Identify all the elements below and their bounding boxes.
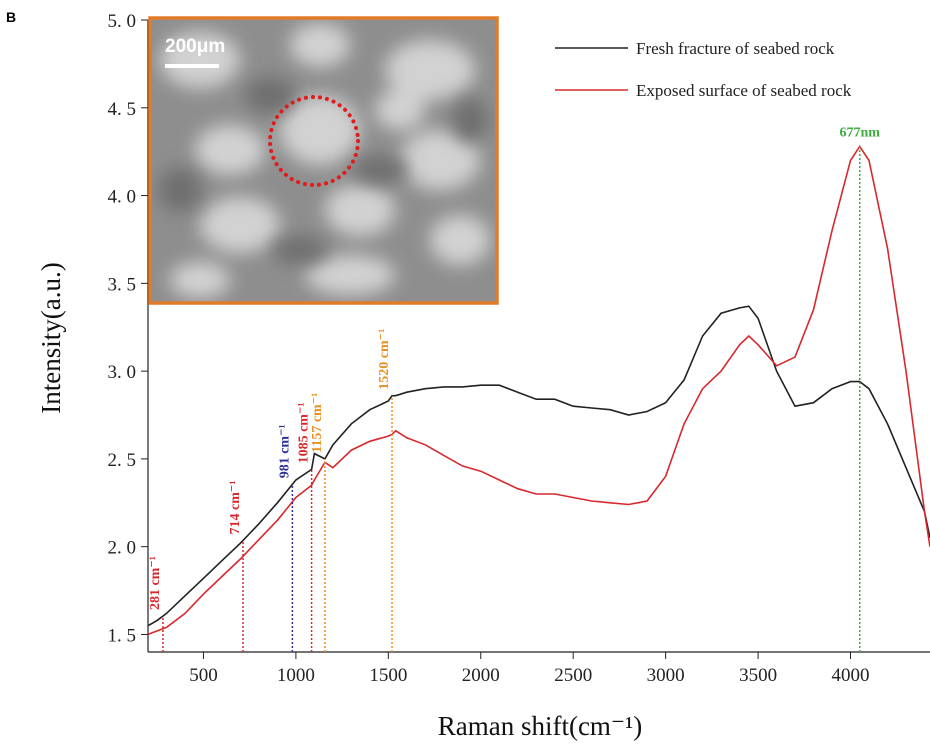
plot-area: 1. 5 2. 0 2. 5 3. 0 3. 5 4. 0 4. 5 5. 0 500 1000 1…: [108, 11, 930, 686]
annotation-label: 1085 cm⁻¹: [297, 402, 312, 463]
annotation-label: 1157 cm⁻¹: [310, 393, 325, 453]
annotation-label: 981 cm⁻¹: [277, 424, 292, 478]
x-tick-label: 1000: [277, 665, 315, 686]
y-tick-label: 2. 5: [108, 450, 137, 471]
annotation-label: 677nm: [840, 125, 881, 140]
scale-bar-label: 200μm: [165, 36, 225, 57]
y-axis-title: Intensity(a.u.): [36, 262, 66, 413]
x-tick-label: 3000: [647, 665, 685, 686]
inset-image: 200μm: [148, 16, 499, 305]
y-tick-label: 4. 5: [108, 99, 137, 120]
y-tick-label: 3. 0: [108, 362, 137, 383]
y-tick-label: 3. 5: [108, 274, 137, 295]
x-tick-label: 2500: [554, 665, 592, 686]
y-tick-label: 2. 0: [108, 538, 137, 559]
y-tick-label: 4. 0: [108, 187, 137, 208]
y-tick-label: 1. 5: [108, 625, 137, 646]
x-tick-label: 2000: [462, 665, 500, 686]
annotation-label: 281 cm⁻¹: [148, 556, 163, 610]
x-tick-label: 500: [189, 665, 218, 686]
annotation-label: 1520 cm⁻¹: [377, 329, 392, 390]
legend-label: Exposed surface of seabed rock: [636, 81, 852, 100]
legend-label: Fresh fracture of seabed rock: [636, 39, 835, 58]
panel-label: B: [6, 9, 16, 25]
series-line: [147, 144, 930, 636]
series-line: [147, 305, 930, 627]
x-tick-label: 4000: [832, 665, 870, 686]
x-tick-label: 3500: [739, 665, 777, 686]
x-tick-label: 1500: [369, 665, 407, 686]
y-tick-label: 5. 0: [108, 11, 137, 32]
x-axis-title: Raman shift(cm⁻¹): [438, 711, 643, 741]
annotation-label: 714 cm⁻¹: [228, 480, 243, 534]
